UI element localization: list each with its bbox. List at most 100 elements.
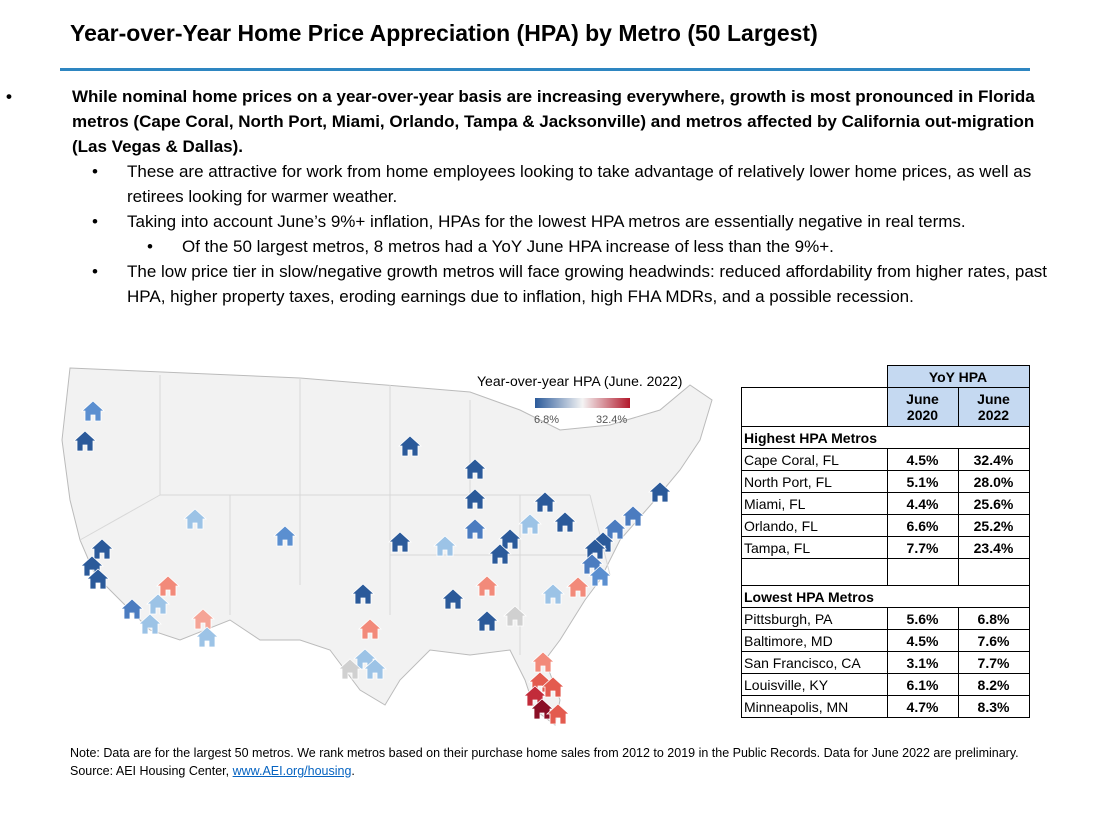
metro-cell: Louisville, KY <box>741 673 888 696</box>
house-icon <box>119 598 145 620</box>
value-cell: 25.2% <box>957 514 1030 537</box>
house-icon <box>565 576 591 598</box>
metro-cell: San Francisco, CA <box>741 651 888 674</box>
house-icon <box>362 658 388 680</box>
bullet-text: These are attractive for work from home … <box>36 159 1066 209</box>
house-icon <box>137 613 163 635</box>
metro-cell: Tampa, FL <box>741 536 888 559</box>
house-icon <box>432 535 458 557</box>
bullet-list: While nominal home prices on a year-over… <box>6 84 1066 309</box>
table-row: Baltimore, MD 4.5% 7.6% <box>741 629 1030 652</box>
house-icon <box>397 435 423 457</box>
value-cell: 4.7% <box>886 695 959 718</box>
house-icon <box>80 400 106 422</box>
legend-gradient <box>535 398 630 408</box>
house-icon <box>474 610 500 632</box>
bullet-text: Of the 50 largest metros, 8 metros had a… <box>36 234 1066 259</box>
house-icon <box>272 525 298 547</box>
group-header: YoY HPA <box>886 365 1030 388</box>
house-icon <box>145 593 171 615</box>
house-icon <box>517 513 543 535</box>
table-row: Miami, FL 4.4% 25.6% <box>741 492 1030 515</box>
house-icon <box>350 583 376 605</box>
house-icon <box>545 703 571 725</box>
metro-cell: Orlando, FL <box>741 514 888 537</box>
column-header-line: June <box>906 391 939 407</box>
title-rule <box>60 68 1030 71</box>
house-icon <box>552 511 578 533</box>
map-title: Year-over-year HPA (June. 2022) <box>477 373 682 389</box>
page-title: Year-over-Year Home Price Appreciation (… <box>70 20 818 46</box>
house-icon <box>582 538 608 560</box>
house-icon <box>182 508 208 530</box>
house-icon <box>462 518 488 540</box>
house-icon <box>602 518 628 540</box>
value-cell: 6.8% <box>957 607 1030 630</box>
column-header-line: June <box>977 391 1010 407</box>
house-icon <box>462 458 488 480</box>
legend-max: 32.4% <box>596 414 627 426</box>
value-cell: 25.6% <box>957 492 1030 515</box>
value-cell: 7.7% <box>957 651 1030 674</box>
house-icon <box>540 583 566 605</box>
house-icon <box>387 531 413 553</box>
source-link[interactable]: www.AEI.org/housing <box>232 764 352 778</box>
metro-cell: North Port, FL <box>741 470 888 493</box>
section-title: Highest HPA Metros <box>741 426 1030 449</box>
table-row <box>741 558 1030 586</box>
table-row: Cape Coral, FL 4.5% 32.4% <box>741 448 1030 471</box>
table-row: North Port, FL 5.1% 28.0% <box>741 470 1030 493</box>
house-icon <box>532 491 558 513</box>
table-row: Minneapolis, MN 4.7% 8.3% <box>741 695 1030 718</box>
column-header: June 2022 <box>957 387 1030 427</box>
value-cell: 4.5% <box>886 629 959 652</box>
table-row: Pittsburgh, PA 5.6% 6.8% <box>741 607 1030 630</box>
value-cell: 4.4% <box>886 492 959 515</box>
map: Year-over-year HPA (June. 2022) 6.8% 32.… <box>61 367 713 726</box>
house-icon <box>89 538 115 560</box>
column-header-line: 2020 <box>906 407 939 423</box>
house-icon <box>587 565 613 587</box>
table-row: San Francisco, CA 3.1% 7.7% <box>741 651 1030 674</box>
metro-cell: Minneapolis, MN <box>741 695 888 718</box>
source: Source: AEI Housing Center, www.AEI.org/… <box>70 762 1020 780</box>
house-icon <box>620 505 646 527</box>
value-cell: 3.1% <box>886 651 959 674</box>
source-prefix: Source: AEI Housing Center, <box>70 764 230 778</box>
source-suffix: . <box>351 764 355 778</box>
column-header: June 2020 <box>886 387 959 427</box>
house-icons <box>72 400 673 725</box>
cell <box>741 387 888 427</box>
value-cell: 8.3% <box>957 695 1030 718</box>
house-icon <box>85 568 111 590</box>
house-icon <box>440 588 466 610</box>
value-cell: 4.5% <box>886 448 959 471</box>
table-row: Orlando, FL 6.6% 25.2% <box>741 514 1030 537</box>
table-row: YoY HPA <box>741 365 1030 388</box>
house-icon <box>530 651 556 673</box>
bullet-text: The low price tier in slow/negative grow… <box>36 259 1066 309</box>
house-icon <box>474 575 500 597</box>
house-icon <box>337 658 363 680</box>
house-icon <box>357 618 383 640</box>
house-icon <box>502 605 528 627</box>
house-icon <box>540 676 566 698</box>
section-title: Lowest HPA Metros <box>741 585 1030 608</box>
legend-min: 6.8% <box>534 414 559 426</box>
table-row: Highest HPA Metros <box>741 426 1030 449</box>
note-text: Note: Data are for the largest 50 metros… <box>70 746 1019 760</box>
value-cell: 28.0% <box>957 470 1030 493</box>
metro-cell: Pittsburgh, PA <box>741 607 888 630</box>
house-icon <box>487 543 513 565</box>
value-cell: 6.6% <box>886 514 959 537</box>
table-row: June 2020 June 2022 <box>741 387 1030 427</box>
house-icon <box>647 481 673 503</box>
cell <box>957 558 1030 586</box>
value-cell: 7.7% <box>886 536 959 559</box>
table-row: Lowest HPA Metros <box>741 585 1030 608</box>
column-header-line: 2022 <box>977 407 1010 423</box>
value-cell: 32.4% <box>957 448 1030 471</box>
house-icon <box>72 430 98 452</box>
value-cell: 23.4% <box>957 536 1030 559</box>
